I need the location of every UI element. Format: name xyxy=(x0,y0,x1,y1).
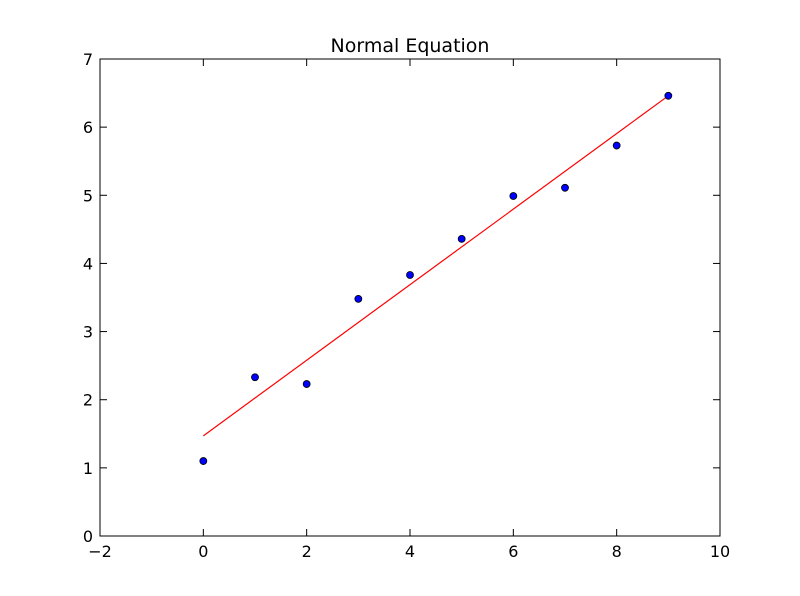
x-tick-label: 2 xyxy=(302,542,312,561)
y-tick-label: 3 xyxy=(83,323,93,342)
x-tick-label: 4 xyxy=(405,542,415,561)
y-tick-label: 6 xyxy=(83,118,93,137)
data-point xyxy=(561,183,569,192)
data-point xyxy=(664,91,673,100)
data-point xyxy=(199,457,208,465)
y-tick-label: 0 xyxy=(83,527,93,546)
y-tick-label: 7 xyxy=(83,50,93,69)
data-point xyxy=(612,141,621,150)
x-tick-label: 6 xyxy=(508,542,518,561)
y-tick-label: 1 xyxy=(83,459,93,478)
data-point xyxy=(406,271,414,279)
data-point xyxy=(354,294,363,303)
x-tick-label: 10 xyxy=(710,542,730,561)
x-tick-label: −2 xyxy=(88,542,112,561)
y-tick-label: 4 xyxy=(83,254,93,273)
data-point xyxy=(509,192,518,200)
chart-title: Normal Equation xyxy=(331,35,490,57)
data-point xyxy=(251,373,259,382)
data-point xyxy=(457,234,466,243)
y-tick-label: 5 xyxy=(83,186,93,205)
x-tick-label: 8 xyxy=(612,542,622,561)
plot-area xyxy=(199,91,673,465)
x-tick-label: 0 xyxy=(198,542,208,561)
plot-frame xyxy=(99,58,721,537)
data-point xyxy=(302,380,311,388)
y-tick-label: 2 xyxy=(83,391,93,410)
fit-line xyxy=(202,95,669,437)
